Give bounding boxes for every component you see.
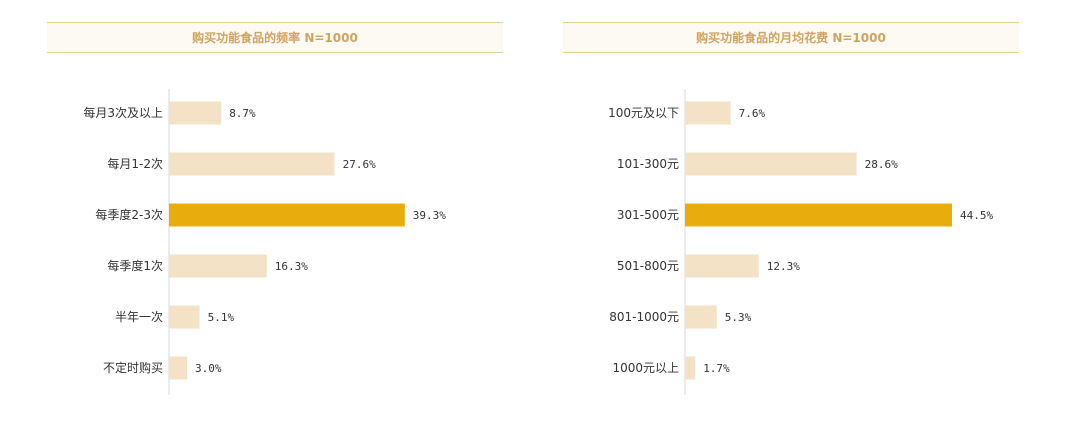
bar [169,203,405,227]
value-label: 8.7% [229,107,256,120]
value-label: 3.0% [195,362,222,375]
value-label: 28.6% [865,158,898,171]
value-label: 1.7% [703,362,730,375]
bar [685,101,731,125]
bar [169,305,200,329]
frequency-chart-panel: 购买功能食品的频率 N=1000 每月3次及以上 8.7% 每月1-2次 27.6% 每… [47,22,503,402]
category-label: 每季度1次 [107,258,163,273]
value-label: 12.3% [767,260,800,273]
category-label: 每月3次及以上 [83,105,163,120]
value-label: 39.3% [413,209,446,222]
spending-chart-title: 购买功能食品的月均花费 N=1000 [563,22,1019,53]
category-label: 801-1000元 [609,310,679,324]
category-label: 不定时购买 [103,360,163,375]
value-label: 16.3% [275,260,308,273]
value-label: 27.6% [343,158,376,171]
category-label: 101-300元 [617,157,679,171]
category-label: 501-800元 [617,259,679,273]
value-label: 44.5% [960,209,993,222]
category-label: 每月1-2次 [107,156,163,171]
frequency-chart-title: 购买功能食品的频率 N=1000 [47,22,503,53]
frequency-bar-chart: 每月3次及以上 8.7% 每月1-2次 27.6% 每季度2-3次 39.3% 每季度1次 1… [83,89,446,395]
category-label: 100元及以下 [608,106,679,120]
spending-bar-chart: 100元及以下 7.6% 101-300元 28.6% 301-500元 44.5% 501… [608,89,993,395]
bar [685,203,952,227]
spending-chart-panel: 购买功能食品的月均花费 N=1000 100元及以下 7.6% 101-300元 28… [563,22,1019,402]
category-label: 半年一次 [115,310,163,324]
bar [685,254,759,278]
bar [685,305,717,329]
bar [685,356,696,380]
bar [685,152,857,176]
value-label: 5.1% [208,311,235,324]
value-label: 5.3% [725,311,752,324]
category-label: 1000元以上 [612,361,679,375]
category-label: 301-500元 [617,208,679,222]
bar [169,356,187,380]
bar [169,254,267,278]
bar [169,101,222,125]
bar [169,152,335,176]
value-label: 7.6% [739,107,766,120]
category-label: 每季度2-3次 [95,207,163,222]
